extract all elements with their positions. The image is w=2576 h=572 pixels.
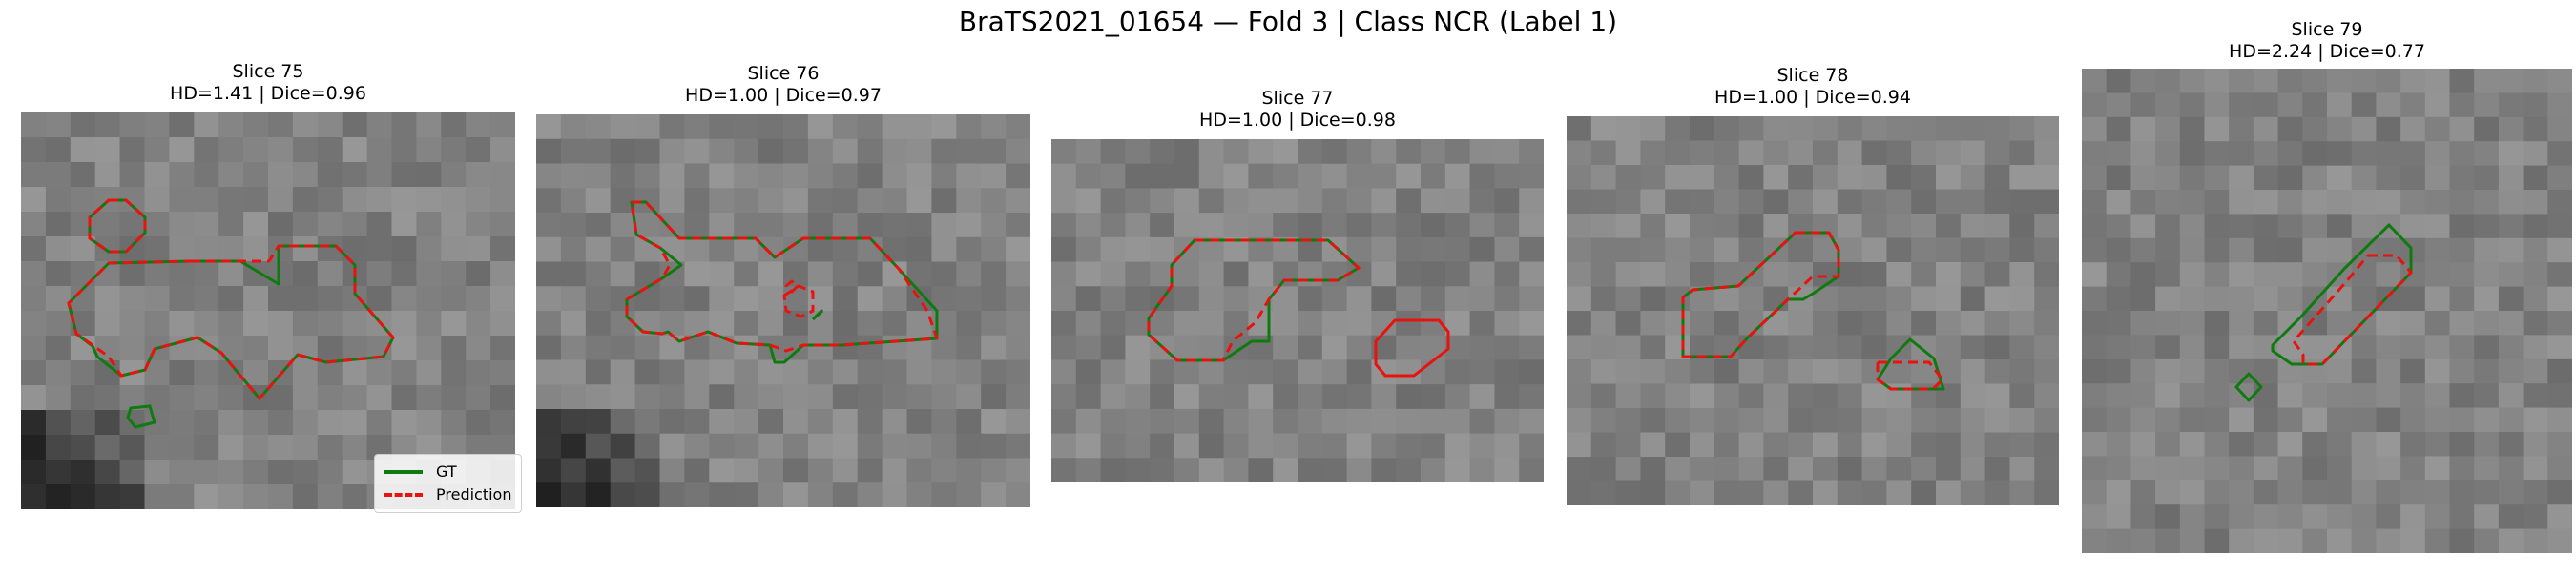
panel-title: Slice 78 HD=1.00 | Dice=0.94 [1567,65,2059,109]
panel-slice-79: Slice 79 HD=2.24 | Dice=0.77 [2082,19,2572,553]
gt-contour [2234,223,2413,402]
mri-slice-image [21,112,515,509]
gt-contour [811,308,824,321]
gt-legend-label: GT [436,462,457,480]
panel-title: Slice 79 HD=2.24 | Dice=0.77 [2082,19,2572,63]
metrics-label: HD=2.24 | Dice=0.77 [2229,41,2425,62]
metrics-label: HD=1.00 | Dice=0.97 [685,85,882,106]
mri-slice-image [1567,116,2059,505]
slice-label: Slice 79 [2291,19,2363,40]
metrics-label: HD=1.00 | Dice=0.94 [1714,87,1911,108]
panel-title: Slice 76 HD=1.00 | Dice=0.97 [536,63,1030,107]
prediction-legend-label: Prediction [436,485,512,503]
slice-label: Slice 76 [747,63,820,84]
panel-title: Slice 75 HD=1.41 | Dice=0.96 [21,61,515,105]
prediction-contour [1681,231,1840,358]
panel-slice-75: Slice 75 HD=1.41 | Dice=0.96 GT Predicti… [21,61,523,513]
image-pixels [1051,139,1544,482]
metrics-label: HD=1.41 | Dice=0.96 [170,83,366,104]
image-pixels [536,114,1030,507]
prediction-contour [1876,360,1944,391]
panel-title: Slice 77 HD=1.00 | Dice=0.98 [1051,88,1544,132]
gt-legend-swatch [384,470,423,474]
mri-slice-image [2082,69,2572,553]
prediction-contour [2292,254,2413,366]
image-pixels [2082,69,2572,553]
mri-slice-image [536,114,1030,507]
image-pixels [21,112,515,509]
slice-label: Slice 75 [232,61,304,82]
prediction-contour [1147,238,1361,362]
panel-slice-78: Slice 78 HD=1.00 | Dice=0.94 [1567,65,2059,505]
prediction-contour [1374,318,1450,378]
panel-slice-76: Slice 76 HD=1.00 | Dice=0.97 [536,63,1030,507]
metrics-label: HD=1.00 | Dice=0.98 [1199,110,1396,131]
mri-slice-image [1051,139,1544,482]
slice-label: Slice 77 [1261,88,1334,109]
figure-title: BraTS2021_01654 — Fold 3 | Class NCR (La… [958,6,1618,37]
panel-slice-77: Slice 77 HD=1.00 | Dice=0.98 [1051,88,1544,482]
image-pixels [1567,116,2059,505]
slice-label: Slice 78 [1776,65,1849,86]
gt-contour [126,404,156,429]
legend: GT Prediction [374,454,523,513]
prediction-contour [67,198,395,400]
prediction-legend-swatch [384,493,423,497]
prediction-contour [625,200,939,353]
